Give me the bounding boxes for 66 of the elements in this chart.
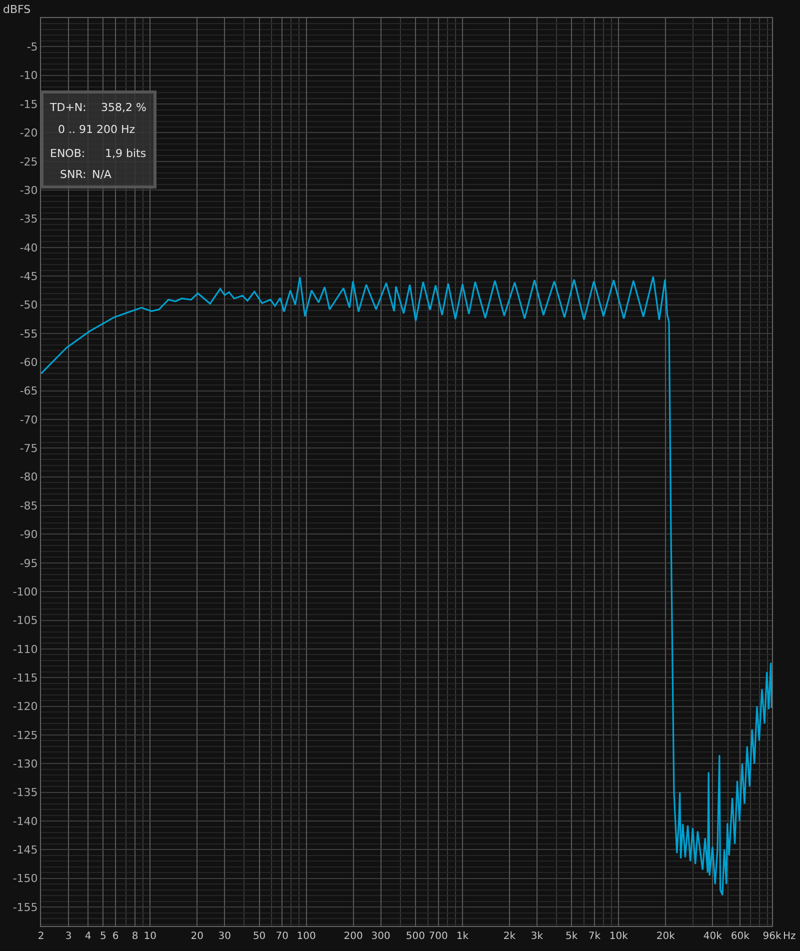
annotation: TD+N: xyxy=(49,101,86,114)
y-tick-label: -60 xyxy=(20,356,38,370)
y-tick-label: -70 xyxy=(20,413,38,426)
x-tick-label: 200 xyxy=(344,931,363,942)
x-tick-label: 2 xyxy=(38,931,44,942)
y-tick-label: -30 xyxy=(20,184,38,197)
annotation: N/A xyxy=(92,168,112,181)
x-tick-label: 3 xyxy=(65,931,72,942)
x-tick-label: 40k xyxy=(703,931,722,942)
y-tick-label: -95 xyxy=(20,556,38,570)
y-tick-label: -55 xyxy=(20,327,38,340)
y-tick-label: -110 xyxy=(12,642,38,656)
y-tick-label: -135 xyxy=(12,786,38,800)
annotation: 1,9 bits xyxy=(105,147,146,160)
y-tick-label: -10 xyxy=(20,69,38,82)
x-tick-label: 2k xyxy=(503,931,516,942)
y-tick-label: -50 xyxy=(20,298,38,312)
y-tick-label: -75 xyxy=(20,442,38,456)
y-tick-label: -150 xyxy=(12,872,38,886)
y-tick-label: -15 xyxy=(20,98,38,111)
y-tick-label: -35 xyxy=(20,212,38,226)
y-tick-label: -155 xyxy=(12,900,38,914)
annotation: 358,2 % xyxy=(101,101,146,114)
y-tick-label: -90 xyxy=(20,528,38,542)
x-tick-label: 20 xyxy=(190,931,204,942)
y-tick-label: -85 xyxy=(20,499,38,512)
y-tick-label: -145 xyxy=(12,844,38,857)
x-tick-label: 60k xyxy=(730,931,750,942)
annotation: SNR: xyxy=(60,168,86,181)
x-tick-label: 10 xyxy=(144,931,157,942)
y-tick-label: -45 xyxy=(20,270,38,283)
x-tick-label: 30 xyxy=(218,931,232,942)
x-tick-label: 100 xyxy=(296,931,316,942)
annotation: ENOB: xyxy=(50,147,86,160)
x-tick-label: 70 xyxy=(276,931,288,942)
y-tick-label: -20 xyxy=(20,126,38,140)
y-tick-label: -140 xyxy=(12,814,38,828)
y-tick-label: -65 xyxy=(20,384,38,398)
x-tick-label: 500 xyxy=(406,931,425,942)
x-tick-label: 1k xyxy=(456,931,469,942)
y-tick-label: -120 xyxy=(12,700,38,714)
x-tick-label: 6 xyxy=(112,931,119,942)
y-tick-label: -105 xyxy=(12,614,38,628)
y-tick-label: -130 xyxy=(12,758,38,771)
y-tick-label: -100 xyxy=(12,585,38,598)
x-tick-label: 4 xyxy=(84,931,92,942)
y-tick-label: -25 xyxy=(20,155,38,168)
x-tick-label: 10k xyxy=(609,931,628,942)
annotation: 0 .. 91 200 Hz xyxy=(58,123,136,136)
x-tick-label: 8 xyxy=(132,931,138,942)
y-tick-label: -5 xyxy=(26,40,38,54)
x-tick-label: 5k xyxy=(566,931,578,942)
x-tick-label: 50 xyxy=(252,931,266,942)
y-tick-label: -115 xyxy=(12,671,38,684)
y-tick-label: -125 xyxy=(12,728,38,742)
x-tick-label: 5 xyxy=(100,931,106,942)
y-tick-label: -80 xyxy=(20,470,38,484)
x-tick-label: 7k xyxy=(588,931,601,942)
x-tick-label: 20k xyxy=(656,931,676,942)
x-tick-label: 96k xyxy=(762,931,782,942)
x-tick-label: 300 xyxy=(371,931,390,942)
x-tick-label: 3k xyxy=(530,931,544,942)
y-axis-title: dBFS xyxy=(3,3,31,16)
x-axis-title: Hz xyxy=(783,931,796,942)
x-tick-label: 700 xyxy=(428,931,448,942)
y-tick-label: -40 xyxy=(20,241,38,254)
